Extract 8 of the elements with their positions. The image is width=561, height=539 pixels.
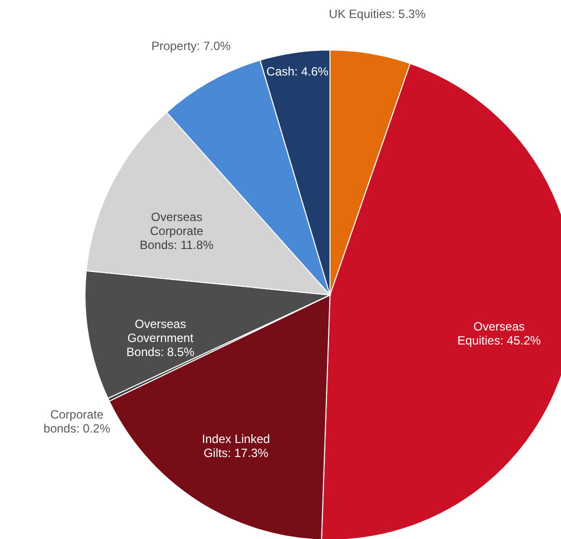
slice-label: UK Equities: 5.3% (328, 6, 426, 21)
slice-label: Overseas Corporate Bonds: 11.8% (140, 210, 214, 252)
slice-label: Index Linked Gilts: 17.3% (202, 432, 270, 460)
slice-label: Property: 7.0% (151, 39, 232, 54)
slice-label: Cash: 4.6% (266, 64, 329, 78)
slice-label: Overseas Government Bonds: 8.5% (126, 316, 195, 359)
slice-label: Corporate bonds: 0.2% (44, 408, 111, 436)
slice-label: Overseas Equities: 45.2% (457, 319, 542, 348)
